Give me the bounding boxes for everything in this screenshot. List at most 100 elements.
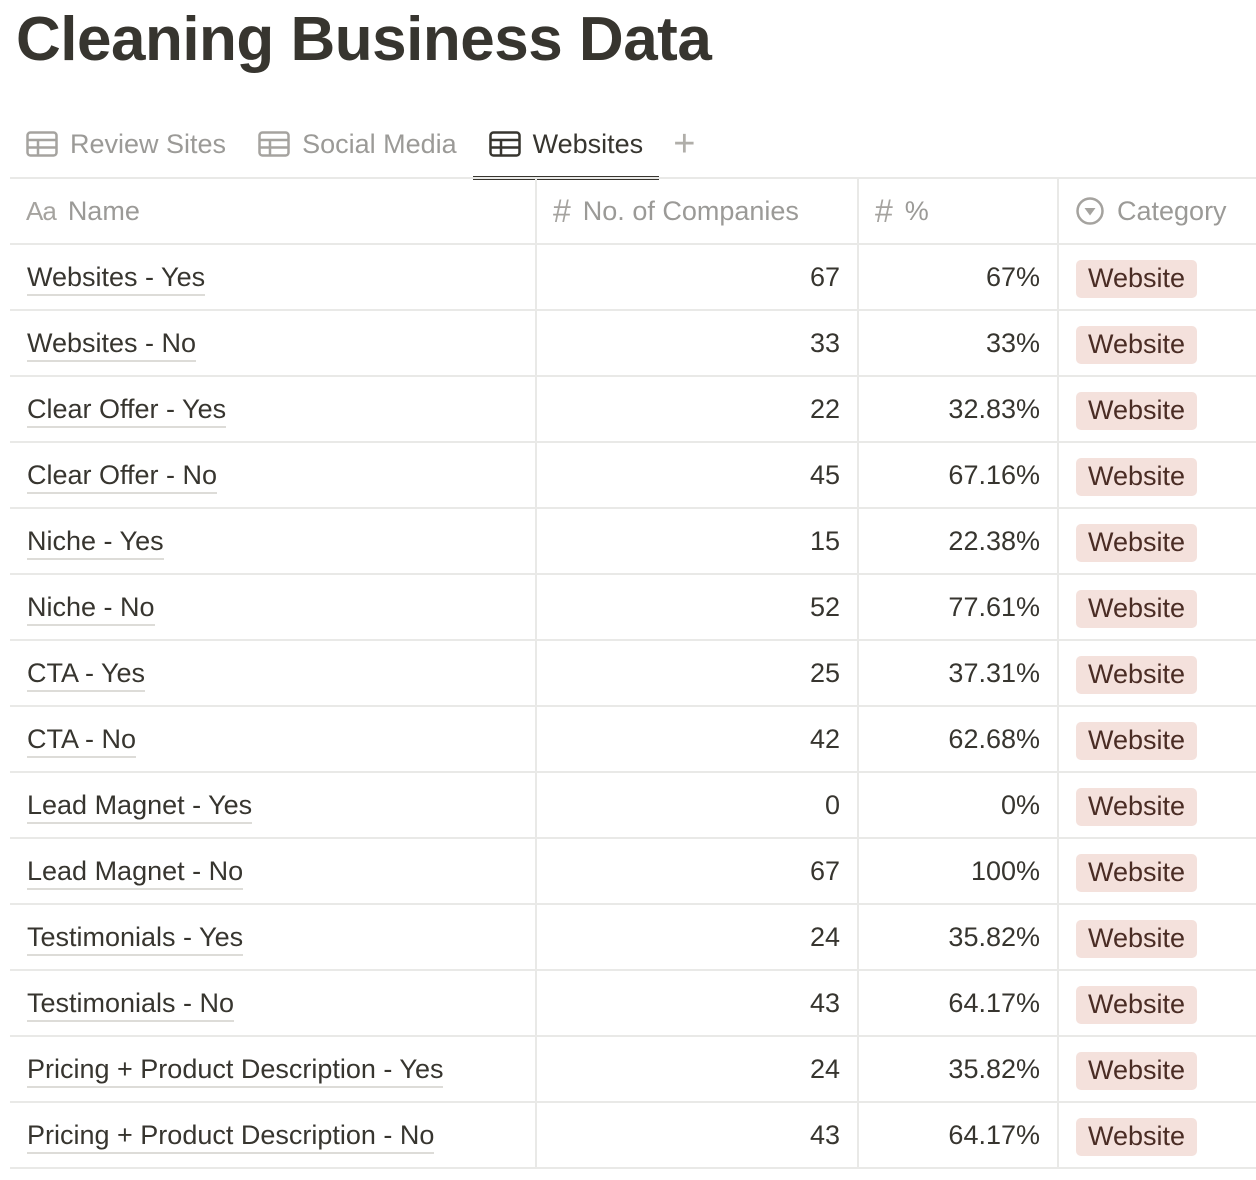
row-name[interactable]: Websites - No	[27, 327, 197, 362]
category-cell[interactable]: Website	[1057, 1036, 1256, 1103]
percent-cell[interactable]: 37.31%	[857, 640, 1058, 707]
row-name[interactable]: Lead Magnet - No	[27, 855, 244, 890]
row-name[interactable]: Websites - Yes	[27, 261, 206, 296]
category-cell[interactable]: Website	[1057, 574, 1256, 641]
category-cell[interactable]: Website	[1057, 244, 1256, 311]
category-cell[interactable]: Website	[1057, 706, 1256, 773]
column-label: Name	[67, 195, 140, 226]
companies-value: 24	[809, 921, 840, 952]
column-header-percent[interactable]: # %	[857, 179, 1058, 245]
companies-cell[interactable]: 52	[535, 574, 858, 641]
number-property-icon: #	[553, 192, 571, 229]
table-row[interactable]: Lead Magnet - No 67 100% Website	[10, 838, 1256, 905]
number-property-icon: #	[875, 192, 893, 229]
table-row[interactable]: Pricing + Product Description - No 43 64.1…	[10, 1102, 1256, 1169]
table-icon	[26, 131, 58, 157]
row-name[interactable]: Lead Magnet - Yes	[27, 789, 253, 824]
name-cell[interactable]: Niche - No	[10, 574, 536, 641]
row-name[interactable]: CTA - Yes	[27, 657, 146, 692]
category-cell[interactable]: Website	[1057, 508, 1256, 575]
name-cell[interactable]: Websites - No	[10, 310, 536, 377]
companies-cell[interactable]: 42	[535, 706, 858, 773]
row-name[interactable]: Pricing + Product Description - Yes	[27, 1053, 444, 1088]
category-cell[interactable]: Website	[1057, 838, 1256, 905]
category-cell[interactable]: Website	[1057, 640, 1256, 707]
category-cell[interactable]: Website	[1057, 376, 1256, 443]
companies-cell[interactable]: 22	[535, 376, 858, 443]
name-cell[interactable]: Testimonials - No	[10, 970, 536, 1037]
category-cell[interactable]: Website	[1057, 442, 1256, 509]
percent-cell[interactable]: 0%	[857, 772, 1058, 839]
row-name[interactable]: Niche - No	[27, 591, 155, 626]
table-row[interactable]: Clear Offer - Yes 22 32.83% Website	[10, 376, 1256, 443]
percent-cell[interactable]: 67%	[857, 244, 1058, 311]
category-cell[interactable]: Website	[1057, 970, 1256, 1037]
table-row[interactable]: Clear Offer - No 45 67.16% Website	[10, 442, 1256, 509]
category-cell[interactable]: Website	[1057, 310, 1256, 377]
companies-cell[interactable]: 33	[535, 310, 858, 377]
table-row[interactable]: CTA - Yes 25 37.31% Website	[10, 640, 1256, 707]
name-cell[interactable]: Lead Magnet - Yes	[10, 772, 536, 839]
row-name[interactable]: Clear Offer - Yes	[27, 393, 227, 428]
percent-cell[interactable]: 22.38%	[857, 508, 1058, 575]
companies-cell[interactable]: 67	[535, 244, 858, 311]
percent-cell[interactable]: 32.83%	[857, 376, 1058, 443]
column-header-name[interactable]: Aa Name	[10, 179, 536, 245]
table-row[interactable]: Pricing + Product Description - Yes 24 35.…	[10, 1036, 1256, 1103]
name-cell[interactable]: Pricing + Product Description - Yes	[10, 1036, 536, 1103]
companies-cell[interactable]: 43	[535, 1102, 858, 1169]
tab-social-media[interactable]: Social Media	[242, 110, 473, 178]
table-row[interactable]: Testimonials - Yes 24 35.82% Website	[10, 904, 1256, 971]
row-name[interactable]: Testimonials - No	[27, 987, 235, 1022]
percent-cell[interactable]: 64.17%	[857, 1102, 1058, 1169]
table-row[interactable]: Niche - No 52 77.61% Website	[10, 574, 1256, 641]
name-cell[interactable]: Lead Magnet - No	[10, 838, 536, 905]
companies-cell[interactable]: 25	[535, 640, 858, 707]
percent-cell[interactable]: 100%	[857, 838, 1058, 905]
add-view-button[interactable]: +	[673, 122, 696, 165]
column-label: Category	[1117, 195, 1227, 226]
name-cell[interactable]: Clear Offer - Yes	[10, 376, 536, 443]
name-cell[interactable]: Testimonials - Yes	[10, 904, 536, 971]
percent-cell[interactable]: 64.17%	[857, 970, 1058, 1037]
companies-cell[interactable]: 67	[535, 838, 858, 905]
category-tag: Website	[1076, 326, 1198, 364]
companies-cell[interactable]: 0	[535, 772, 858, 839]
percent-cell[interactable]: 67.16%	[857, 442, 1058, 509]
companies-cell[interactable]: 24	[535, 904, 858, 971]
row-name[interactable]: Niche - Yes	[27, 525, 164, 560]
companies-cell[interactable]: 43	[535, 970, 858, 1037]
companies-cell[interactable]: 45	[535, 442, 858, 509]
category-cell[interactable]: Website	[1057, 1102, 1256, 1169]
category-cell[interactable]: Website	[1057, 904, 1256, 971]
row-name[interactable]: Pricing + Product Description - No	[27, 1119, 435, 1154]
companies-cell[interactable]: 24	[535, 1036, 858, 1103]
name-cell[interactable]: CTA - No	[10, 706, 536, 773]
percent-cell[interactable]: 77.61%	[857, 574, 1058, 641]
column-header-category[interactable]: Category	[1057, 179, 1256, 245]
percent-cell[interactable]: 33%	[857, 310, 1058, 377]
table-row[interactable]: Testimonials - No 43 64.17% Website	[10, 970, 1256, 1037]
name-cell[interactable]: Niche - Yes	[10, 508, 536, 575]
name-cell[interactable]: CTA - Yes	[10, 640, 536, 707]
percent-cell[interactable]: 35.82%	[857, 1036, 1058, 1103]
table-row[interactable]: Websites - No 33 33% Website	[10, 310, 1256, 377]
name-cell[interactable]: Clear Offer - No	[10, 442, 536, 509]
name-cell[interactable]: Pricing + Product Description - No	[10, 1102, 536, 1169]
row-name[interactable]: Testimonials - Yes	[27, 921, 244, 956]
table-row[interactable]: Niche - Yes 15 22.38% Website	[10, 508, 1256, 575]
table-row[interactable]: Websites - Yes 67 67% Website	[10, 244, 1256, 311]
tab-review-sites[interactable]: Review Sites	[10, 110, 242, 178]
row-name[interactable]: CTA - No	[27, 723, 137, 758]
name-cell[interactable]: Websites - Yes	[10, 244, 536, 311]
companies-cell[interactable]: 15	[535, 508, 858, 575]
column-header-no-of-companies[interactable]: # No. of Companies	[535, 179, 858, 245]
category-cell[interactable]: Website	[1057, 772, 1256, 839]
percent-cell[interactable]: 35.82%	[857, 904, 1058, 971]
table-row[interactable]: Lead Magnet - Yes 0 0% Website	[10, 772, 1256, 839]
tab-websites[interactable]: Websites	[472, 110, 660, 180]
percent-cell[interactable]: 62.68%	[857, 706, 1058, 773]
companies-value: 22	[809, 393, 840, 424]
row-name[interactable]: Clear Offer - No	[27, 459, 218, 494]
table-row[interactable]: CTA - No 42 62.68% Website	[10, 706, 1256, 773]
